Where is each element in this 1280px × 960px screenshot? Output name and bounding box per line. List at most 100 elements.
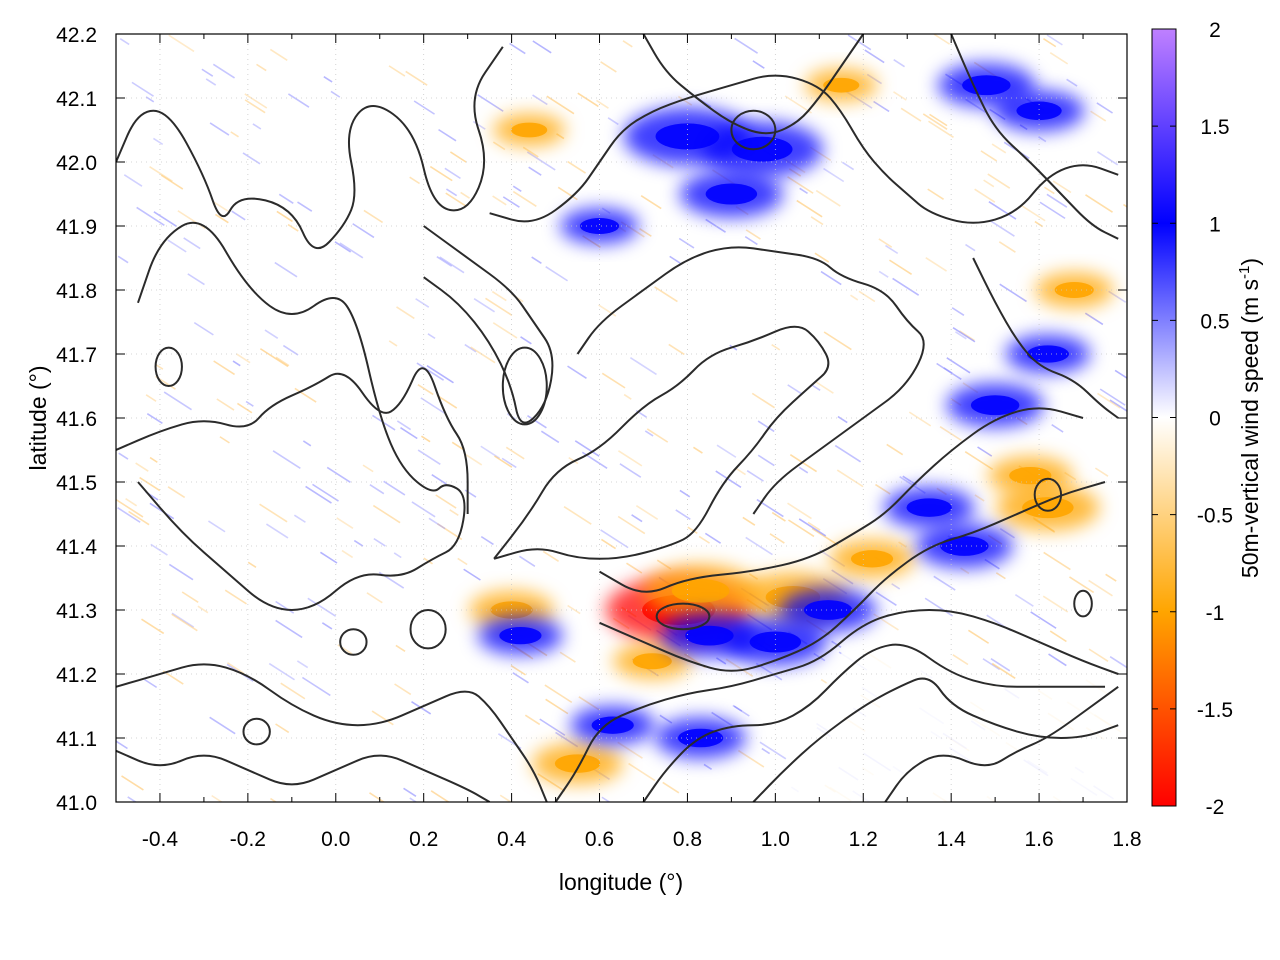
x-tick-label: 0.4 <box>497 828 527 851</box>
field-streak <box>646 428 669 443</box>
hotspot <box>532 743 623 785</box>
field-streak <box>546 95 575 115</box>
field-streak <box>276 210 293 223</box>
field-streak <box>759 741 787 760</box>
field-streak <box>301 676 331 697</box>
field-streak <box>505 446 525 460</box>
sea-region <box>766 610 1127 802</box>
field-streak <box>1088 648 1109 663</box>
field-streak <box>705 218 726 233</box>
field-streak <box>990 658 1011 672</box>
field-streak <box>834 444 862 463</box>
field-streak <box>451 441 465 451</box>
field-streak <box>518 555 536 567</box>
field-streak <box>745 229 761 240</box>
field-streak <box>798 466 809 474</box>
field-streak <box>967 629 990 644</box>
field-streak <box>438 128 457 142</box>
colorbar-label: 50m-vertical wind speed (m s-1) <box>1236 258 1263 578</box>
field-streak <box>244 99 266 114</box>
field-streak <box>123 174 143 187</box>
field-streak <box>400 427 418 440</box>
field-streak <box>891 583 901 590</box>
terrain-contours <box>116 34 1119 802</box>
field-streak <box>247 561 257 568</box>
field-streak <box>492 141 506 151</box>
field-streak <box>995 572 1006 580</box>
field-streak <box>751 392 775 409</box>
field-streak <box>601 372 626 389</box>
field-streak <box>1066 78 1078 87</box>
field-streak <box>334 241 352 253</box>
field-streak <box>145 96 155 103</box>
field-streak <box>567 604 581 615</box>
field-streak <box>977 446 993 457</box>
field-streak <box>864 49 885 64</box>
field-streak <box>974 188 996 203</box>
colorbar-tick-label: 1.5 <box>1200 116 1229 139</box>
field-streak <box>787 176 814 194</box>
field-streak <box>574 440 600 457</box>
field-streak <box>557 186 578 201</box>
field-streak <box>715 470 742 488</box>
field-streak <box>836 469 864 488</box>
x-axis-label: longitude (°) <box>559 869 683 895</box>
x-axis-ticks: -0.4 -0.2 0.0 0.2 0.4 0.6 0.8 1.0 1.2 1.4 1.6 1.8 <box>142 34 1142 851</box>
field-streak <box>991 143 1007 154</box>
field-streak <box>626 562 643 574</box>
colorbar-tick-label: -1.5 <box>1197 699 1233 722</box>
field-streak <box>798 518 827 537</box>
field-streak <box>617 515 646 535</box>
field-streak <box>716 657 727 665</box>
contour-loop <box>409 609 447 650</box>
field-streak <box>457 557 468 566</box>
field-streak <box>252 123 262 130</box>
x-tick-label: 0.0 <box>321 828 350 851</box>
field-streak <box>545 698 569 715</box>
field-streak <box>1094 467 1109 477</box>
field-streak <box>654 286 678 303</box>
field-streak <box>1030 611 1057 629</box>
field-streak <box>964 451 994 471</box>
field-streak <box>417 449 441 465</box>
field-streak <box>539 718 566 736</box>
field-streak <box>577 92 599 108</box>
field-streak <box>703 763 713 770</box>
field-streak <box>542 550 560 562</box>
field-streak <box>771 343 781 351</box>
colorbar-tick-label: 0.5 <box>1200 310 1229 333</box>
field-streak <box>1014 594 1034 607</box>
field-streak <box>631 514 643 523</box>
field-streak <box>811 527 839 546</box>
field-streak <box>463 568 481 581</box>
field-streak <box>601 796 611 802</box>
field-streak <box>118 452 129 460</box>
field-streak <box>168 563 194 581</box>
field-streak <box>1051 424 1064 433</box>
field-streak <box>208 520 226 533</box>
field-streak <box>544 684 573 704</box>
contour-line <box>752 677 1119 802</box>
field-streak <box>669 255 681 264</box>
field-streak <box>908 411 932 427</box>
field-streak <box>725 658 754 678</box>
field-streak <box>1043 551 1071 571</box>
field-streak <box>362 464 374 473</box>
field-streak <box>640 194 662 210</box>
field-streak <box>409 176 420 185</box>
hotspot <box>560 208 639 244</box>
field-streak <box>353 539 364 547</box>
field-streak <box>150 543 168 556</box>
contour-loop <box>154 346 183 387</box>
field-streak <box>635 504 659 521</box>
x-tick-label: 0.2 <box>409 828 438 851</box>
y-tick-label: 41.3 <box>56 600 97 623</box>
field-streak <box>394 683 412 696</box>
field-streak <box>622 40 633 48</box>
field-streak <box>598 304 617 317</box>
field-streak <box>232 360 241 367</box>
contour-line <box>884 685 1119 802</box>
field-streak <box>939 425 962 442</box>
hotspot <box>661 613 758 658</box>
field-streak <box>540 430 560 444</box>
